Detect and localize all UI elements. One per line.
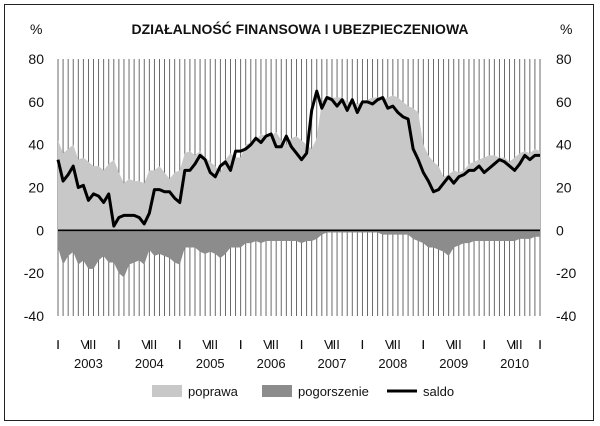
y-tick-label-right: 80 bbox=[556, 51, 572, 67]
x-tick-label-year: 2009 bbox=[439, 356, 468, 371]
y-tick-label-left: 80 bbox=[28, 51, 44, 67]
y-tick-label-left: 60 bbox=[28, 94, 44, 110]
y-tick-label-right: 20 bbox=[556, 180, 572, 196]
x-tick-label-month: I bbox=[300, 337, 304, 352]
x-tick-label-month: VII bbox=[507, 337, 523, 352]
y-tick-label-left: -20 bbox=[24, 265, 44, 281]
y-tick-label-left: 20 bbox=[28, 180, 44, 196]
plot-area bbox=[56, 59, 541, 316]
x-tick-label-month: I bbox=[482, 337, 486, 352]
y-tick-label-left: 40 bbox=[28, 137, 44, 153]
x-tick-label-month: I bbox=[538, 337, 542, 352]
x-tick-label-year: 2006 bbox=[257, 356, 286, 371]
x-tick-label-year: 2005 bbox=[196, 356, 225, 371]
legend-swatch-pogorszenie bbox=[262, 385, 292, 397]
x-tick-label-month: I bbox=[117, 337, 121, 352]
x-tick-label-month: VII bbox=[263, 337, 279, 352]
y-tick-label-right: -20 bbox=[556, 265, 576, 281]
x-tick-label-year: 2010 bbox=[500, 356, 529, 371]
x-tick-label-month: VII bbox=[446, 337, 462, 352]
line-saldo bbox=[56, 89, 540, 228]
x-tick-label-month: I bbox=[239, 337, 243, 352]
area-poprawa bbox=[58, 95, 540, 231]
legend-label-saldo: saldo bbox=[423, 384, 454, 399]
y-tick-label-right: 0 bbox=[556, 222, 564, 238]
x-tick-label-month: VII bbox=[80, 337, 96, 352]
x-tick-label-year: 2007 bbox=[318, 356, 347, 371]
x-tick-label-month: I bbox=[421, 337, 425, 352]
legend-label-poprawa: poprawa bbox=[188, 384, 239, 399]
x-tick-label-month: I bbox=[178, 337, 182, 352]
y-tick-label-right: 40 bbox=[556, 137, 572, 153]
x-tick-label-year: 2003 bbox=[74, 356, 103, 371]
unit-left: % bbox=[30, 21, 42, 37]
x-tick-label-year: 2004 bbox=[135, 356, 164, 371]
x-tick-label-month: I bbox=[361, 337, 365, 352]
chart-title: DZIAŁALNOŚĆ FINANSOWA I UBEZPIECZENIOWA bbox=[131, 20, 468, 37]
x-tick-label-month: I bbox=[56, 337, 60, 352]
legend-swatch-poprawa bbox=[152, 385, 182, 397]
y-tick-label-right: 60 bbox=[556, 94, 572, 110]
unit-right: % bbox=[560, 21, 572, 37]
x-tick-label-month: VII bbox=[324, 337, 340, 352]
x-tick-label-month: VII bbox=[385, 337, 401, 352]
x-tick-label-month: VII bbox=[202, 337, 218, 352]
y-tick-label-left: 0 bbox=[36, 222, 44, 238]
x-tick-label-month: VII bbox=[141, 337, 157, 352]
y-tick-label-right: -40 bbox=[556, 308, 576, 324]
legend: poprawa pogorszenie saldo bbox=[152, 384, 454, 399]
y-tick-label-left: -40 bbox=[24, 308, 44, 324]
x-tick-label-year: 2008 bbox=[378, 356, 407, 371]
area-pogorszenie bbox=[58, 230, 540, 278]
legend-label-pogorszenie: pogorszenie bbox=[298, 384, 369, 399]
